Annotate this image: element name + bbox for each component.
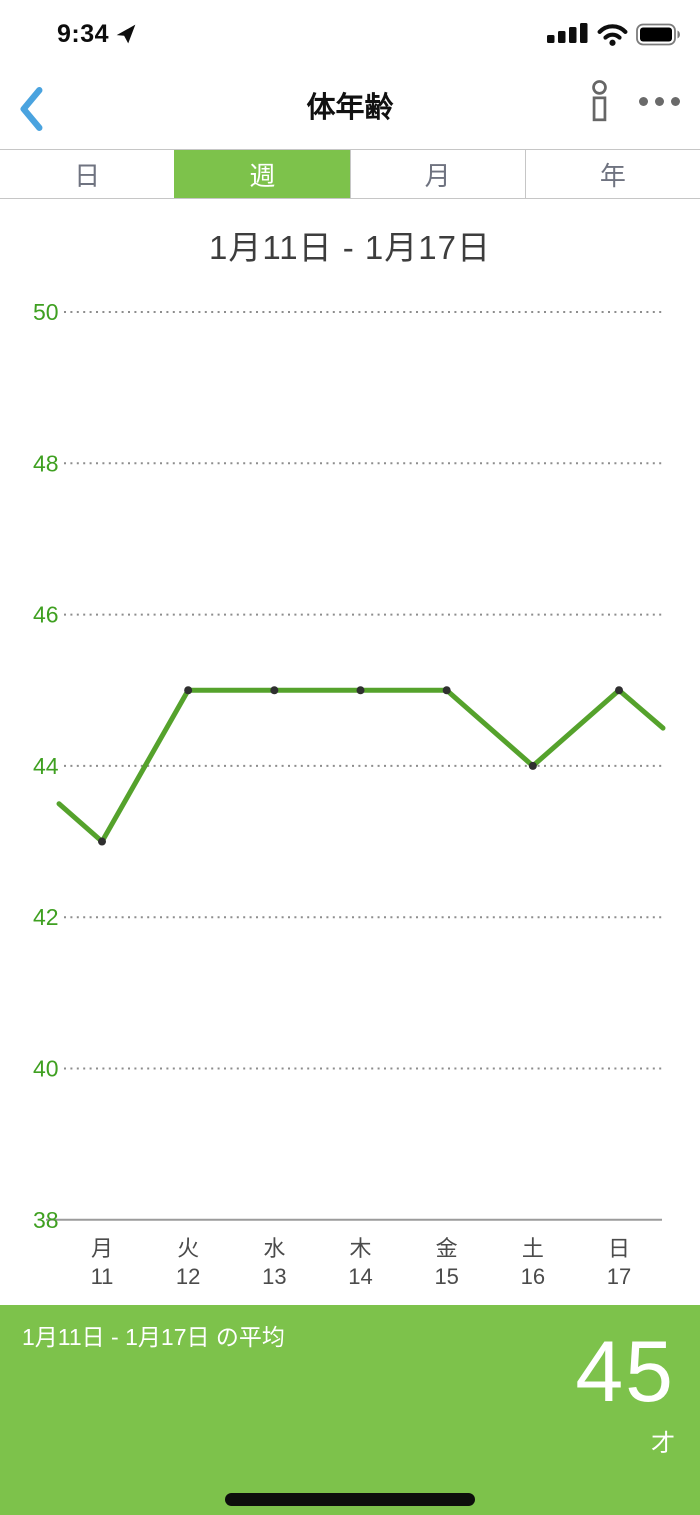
location-arrow-icon: [116, 24, 136, 44]
back-button[interactable]: [14, 82, 50, 139]
data-point-12: [184, 686, 193, 695]
line-chart: 50 48 46 44 42 40 38 月 11 火 12 水 13 木 14 金 15 土 16 日 17: [33, 299, 666, 1289]
chart-section: 1月11日 - 1月17日 50 48 46 44 42 40 38 月 11 火 12 水 13 木 14…: [0, 199, 700, 1305]
summary-unit: 才: [651, 1430, 675, 1457]
x-weekday-14: 木: [350, 1236, 372, 1261]
info-button[interactable]: [586, 78, 613, 124]
status-left: 9:34: [57, 20, 137, 49]
clock: 9:34: [57, 19, 110, 48]
summary-value: 45: [575, 1324, 675, 1420]
cellular-signal-icon: [547, 23, 588, 43]
data-point-15: [442, 686, 451, 695]
y-tick-48: 48: [33, 450, 59, 476]
x-weekday-16: 土: [522, 1236, 544, 1261]
y-tick-50: 50: [33, 299, 59, 325]
data-point-17: [615, 686, 624, 695]
chevron-left-icon: [20, 87, 43, 131]
ellipsis-icon: [639, 96, 680, 106]
series-line: [56, 687, 666, 845]
x-date-11: 11: [91, 1264, 114, 1289]
x-weekday-15: 金: [436, 1236, 458, 1261]
chart-title: 1月11日 - 1月17日: [209, 229, 491, 266]
x-date-14: 14: [348, 1264, 372, 1289]
summary-label: 1月11日 - 1月17日 の平均: [22, 1324, 285, 1350]
x-weekday-11: 月: [91, 1236, 113, 1261]
more-button[interactable]: [637, 95, 682, 108]
y-tick-40: 40: [33, 1056, 59, 1082]
status-bar: 9:34: [0, 0, 700, 60]
x-weekday-12: 火: [177, 1236, 199, 1261]
x-date-12: 12: [176, 1264, 200, 1289]
home-indicator[interactable]: [225, 1493, 475, 1506]
y-tick-38: 38: [33, 1207, 59, 1233]
tab-week[interactable]: 週: [174, 150, 350, 198]
data-point-14: [356, 686, 365, 695]
header: 体年齢: [0, 60, 700, 149]
x-date-13: 13: [262, 1264, 286, 1289]
tab-day[interactable]: 日: [0, 150, 175, 198]
data-point-16: [528, 761, 537, 770]
info-icon: [592, 80, 607, 122]
y-tick-42: 42: [33, 904, 59, 930]
battery-icon: [636, 23, 680, 46]
x-weekday-13: 水: [263, 1236, 285, 1261]
x-date-16: 16: [521, 1264, 545, 1289]
tab-month[interactable]: 月: [349, 150, 525, 198]
data-point-13: [270, 686, 279, 695]
data-point-11: [98, 837, 106, 846]
wifi-icon: [597, 24, 628, 46]
y-tick-46: 46: [33, 602, 59, 628]
status-right: [545, 22, 682, 46]
page-title: 体年齢: [306, 91, 394, 124]
header-actions: [586, 78, 682, 124]
summary-panel: 1月11日 - 1月17日 の平均 45 才: [0, 1305, 700, 1515]
tab-year[interactable]: 年: [524, 150, 700, 198]
x-date-15: 15: [434, 1264, 458, 1289]
y-tick-44: 44: [33, 753, 59, 779]
x-weekday-17: 日: [608, 1236, 630, 1261]
x-date-17: 17: [607, 1264, 631, 1289]
period-tabs: 日週月年: [0, 149, 700, 199]
